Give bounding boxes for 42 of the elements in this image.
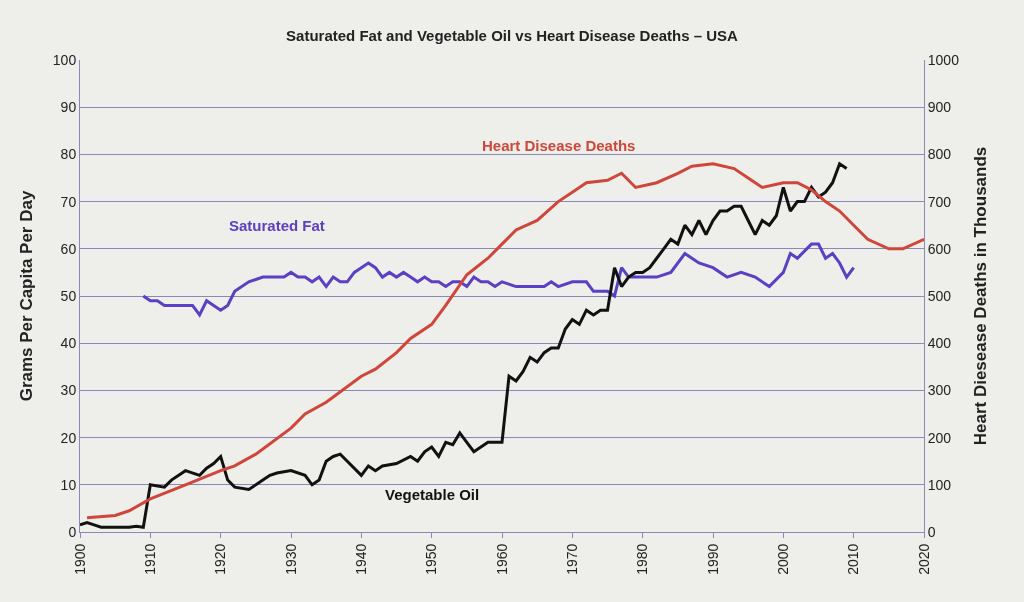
chart-title: Saturated Fat and Vegetable Oil vs Heart Disease Deaths – USA bbox=[286, 26, 739, 44]
y2-axis-title: Heart Diesease Deaths in Thousands bbox=[970, 146, 990, 446]
x-tick-label: 2020 bbox=[915, 543, 932, 575]
y2-tick-label: 900 bbox=[927, 99, 952, 116]
y2-tick-label: 1000 bbox=[927, 51, 960, 68]
y2-tick-label: 500 bbox=[927, 287, 952, 304]
y2-tick-label: 800 bbox=[927, 146, 952, 163]
x-tick-label: 1960 bbox=[493, 543, 510, 575]
y-tick-label: 70 bbox=[60, 193, 77, 210]
x-tick-label: 1920 bbox=[212, 543, 229, 575]
y-tick-label: 80 bbox=[60, 146, 77, 163]
x-tick-label: 1940 bbox=[352, 543, 369, 575]
y-tick-label: 60 bbox=[60, 240, 77, 257]
x-tick-label: 1900 bbox=[71, 543, 88, 575]
y2-tick-label: 300 bbox=[927, 382, 952, 399]
line-series bbox=[141, 242, 856, 317]
x-tick-label: 1950 bbox=[423, 543, 440, 575]
y2-tick-label: 700 bbox=[927, 193, 952, 210]
x-tick-label: 1990 bbox=[704, 543, 721, 575]
y-tick-label: 0 bbox=[68, 523, 77, 540]
y2-tick-label: 200 bbox=[927, 429, 952, 446]
series-label: Heart Disease Deaths bbox=[482, 137, 636, 154]
series-label: Vegetable Oil bbox=[385, 486, 480, 503]
x-tick-label: 1930 bbox=[282, 543, 299, 575]
y-tick-label: 20 bbox=[60, 429, 77, 446]
x-tick-label: 1910 bbox=[141, 543, 158, 575]
y2-tick-label: 600 bbox=[927, 240, 952, 257]
x-tick-label: 2000 bbox=[774, 543, 791, 575]
y-tick-label: 50 bbox=[60, 287, 77, 304]
x-tick-label: 2010 bbox=[845, 543, 862, 575]
y2-tick-label: 400 bbox=[927, 335, 952, 352]
y2-tick-label: 0 bbox=[927, 523, 936, 540]
x-tick-label: 1970 bbox=[563, 543, 580, 575]
x-tick-label: 1980 bbox=[634, 543, 651, 575]
y-tick-label: 10 bbox=[60, 476, 77, 493]
text: Saturated Fat bbox=[229, 217, 325, 234]
y-tick-label: 40 bbox=[60, 335, 77, 352]
y-axis-title: Grams Per Capita Per Day bbox=[17, 190, 37, 402]
y-tick-label: 100 bbox=[52, 51, 77, 68]
y2-tick-label: 100 bbox=[927, 476, 952, 493]
y-tick-label: 30 bbox=[60, 382, 77, 399]
y-tick-label: 90 bbox=[60, 99, 77, 116]
